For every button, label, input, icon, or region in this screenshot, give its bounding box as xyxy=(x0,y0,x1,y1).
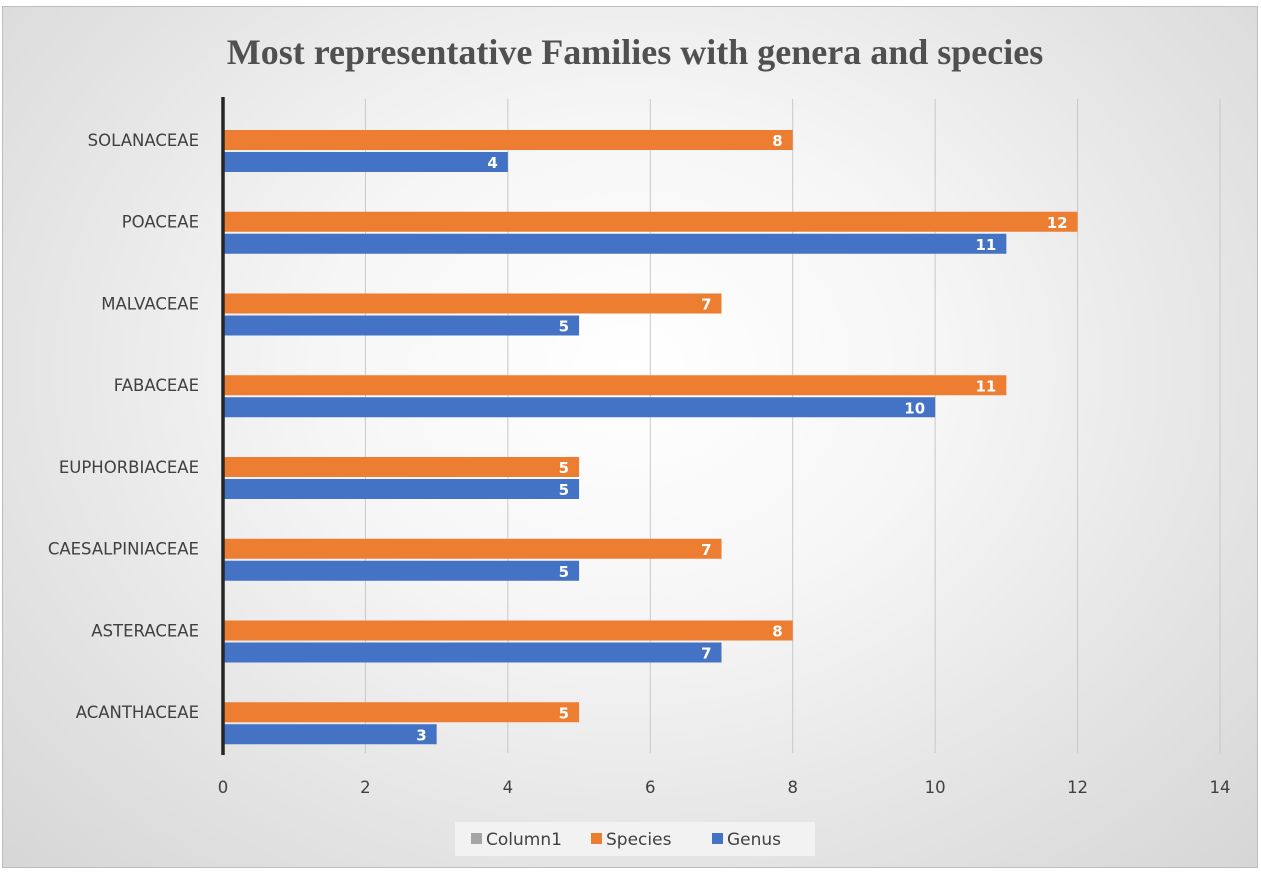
genus-bar xyxy=(223,560,580,581)
data-label: 5 xyxy=(559,459,569,477)
x-tick-label: 14 xyxy=(1210,778,1231,797)
x-tick-label: 0 xyxy=(218,778,229,797)
chart-area: Most representative Families with genera… xyxy=(2,6,1258,868)
genus-bar xyxy=(223,397,936,418)
data-label: 12 xyxy=(1047,214,1068,232)
genus-bar xyxy=(223,315,580,336)
species-bar xyxy=(223,211,1078,232)
genus-bar xyxy=(223,233,1007,254)
bars xyxy=(223,130,1078,745)
data-label: 10 xyxy=(904,399,925,417)
species-bar xyxy=(223,620,793,641)
category-label: POACEAE xyxy=(122,213,199,232)
legend-swatch xyxy=(712,833,723,844)
legend-swatch xyxy=(471,833,482,844)
data-label: 11 xyxy=(975,236,996,254)
legend-label: Column1 xyxy=(486,830,562,850)
species-bar xyxy=(223,375,1007,396)
category-label: CAESALPINIACEAE xyxy=(48,540,199,559)
species-bar xyxy=(223,293,722,314)
legend-swatch xyxy=(591,833,602,844)
x-tick-label: 4 xyxy=(503,778,514,797)
species-bar xyxy=(223,457,580,477)
genus-bar xyxy=(223,642,722,663)
x-tick-label: 12 xyxy=(1067,778,1088,797)
genus-bar xyxy=(223,152,508,172)
data-label: 8 xyxy=(772,623,782,641)
species-bar xyxy=(223,130,793,150)
axes: 0 2 4 6 8 10 12 14 SOLANACEAE POACEAE MALVACEAE FAB… xyxy=(48,97,1231,797)
data-label: 5 xyxy=(559,318,569,336)
data-label: 4 xyxy=(487,154,497,172)
category-label: MALVACEAE xyxy=(101,294,199,313)
x-tick-label: 2 xyxy=(360,778,371,797)
chart-title: Most representative Families with genera… xyxy=(227,32,1044,72)
bar-chart: Most representative Families with genera… xyxy=(48,32,1231,856)
genus-bar xyxy=(223,724,437,745)
data-label: 5 xyxy=(559,704,569,722)
legend-background xyxy=(455,822,815,856)
category-label: EUPHORBIACEAE xyxy=(59,458,199,477)
legend: Column1 Species Genus xyxy=(455,822,815,856)
category-label: ASTERACEAE xyxy=(91,621,199,640)
category-label: SOLANACEAE xyxy=(88,131,199,150)
x-tick-label: 6 xyxy=(645,778,656,797)
category-label: FABACEAE xyxy=(114,376,199,395)
x-tick-label: 8 xyxy=(787,778,798,797)
data-labels: 8 4 12 11 7 5 11 10 5 5 7 5 8 7 5 3 xyxy=(416,132,1067,744)
genus-bar xyxy=(223,479,580,499)
x-tick-label: 10 xyxy=(925,778,946,797)
data-label: 7 xyxy=(701,541,711,559)
species-bar xyxy=(223,538,722,559)
species-bar xyxy=(223,702,580,723)
data-label: 7 xyxy=(701,296,711,314)
data-label: 5 xyxy=(559,481,569,499)
data-label: 3 xyxy=(416,726,426,744)
data-label: 5 xyxy=(559,563,569,581)
legend-label: Genus xyxy=(727,830,781,850)
data-label: 11 xyxy=(975,377,996,395)
category-label: ACANTHACEAE xyxy=(76,703,199,722)
gridlines xyxy=(364,99,1221,753)
data-label: 8 xyxy=(772,132,782,150)
legend-label: Species xyxy=(606,830,672,850)
data-label: 7 xyxy=(701,645,711,663)
